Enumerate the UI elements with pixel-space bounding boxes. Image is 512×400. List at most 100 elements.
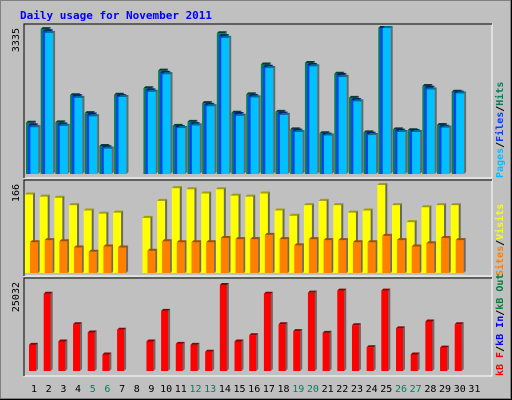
bar-kbf-day-27	[410, 352, 420, 371]
bar-kbf-day-23-side	[358, 323, 361, 371]
bar-visits-day-23-face	[347, 212, 356, 273]
bar-pages-day-27-top	[412, 129, 423, 132]
bar-sites-day-27-face	[411, 246, 420, 273]
bar-pages-day-3-side	[67, 123, 70, 174]
bar-sites-day-5	[88, 249, 99, 273]
bar-pages-day-2-face	[45, 33, 54, 174]
x-label-day-21: 21	[322, 384, 334, 395]
bar-hits-day-20-top	[304, 61, 315, 64]
panel-2-max-label: 166	[11, 184, 22, 202]
bar-kbf-day-24-face	[366, 347, 374, 371]
bar-pages-day-17-face	[265, 68, 274, 174]
bar-pages-day-7-top	[118, 94, 129, 97]
bar-pages-day-13-top	[206, 104, 217, 107]
bar-sites-day-27-side	[419, 244, 422, 273]
bar-hits-day-2-top	[40, 27, 51, 30]
bar-pages-day-15-face	[235, 115, 244, 174]
bar-visits-day-25-face	[377, 185, 386, 273]
bar-visits-day-18-face	[274, 210, 283, 273]
bar-pages-day-13-face	[206, 106, 215, 174]
bar-sites-day-18-face	[279, 239, 288, 273]
bar-visits-day-13-face	[201, 193, 210, 273]
bar-kbf-day-28-face	[425, 321, 433, 371]
bar-kbf-day-23-face	[351, 325, 359, 371]
bar-kbf-day-11-top	[175, 341, 185, 344]
bar-pages-day-22-top	[338, 74, 349, 77]
bar-sites-day-29-top	[441, 236, 452, 239]
bar-pages-day-22	[338, 74, 349, 174]
bar-sites-day-21-face	[323, 240, 332, 273]
bar-pages-day-5-face	[89, 116, 98, 174]
bar-pages-day-23-side	[361, 99, 364, 174]
bar-pages-day-11-top	[177, 126, 188, 129]
bar-visits-day-4-face	[69, 205, 78, 273]
bar-kbf-day-29-face	[440, 347, 448, 371]
bar-sites-day-15-top	[235, 237, 246, 240]
panel-hits-files-pages-edge	[23, 23, 492, 178]
bar-pages-day-7	[118, 94, 129, 174]
legend-separator: /	[495, 240, 506, 246]
bar-visits-day-13-top	[201, 191, 212, 194]
bar-kbf-day-24-top	[366, 345, 376, 348]
bar-sites-day-24-side	[375, 240, 378, 273]
bar-pages-day-7-face	[118, 96, 127, 174]
bar-kbf-day-10	[161, 308, 171, 371]
bar-visits-day-12-top	[186, 187, 197, 190]
bar-kbf-day-20-side	[314, 290, 317, 371]
bar-kbf-day-9-top	[146, 339, 156, 342]
bar-kbf-day-21	[322, 330, 332, 371]
bar-kbf-day-18-side	[285, 322, 288, 371]
bar-sites-day-10-top	[162, 239, 173, 242]
x-label-day-13: 13	[204, 384, 216, 395]
bar-pages-day-2-top	[45, 31, 56, 34]
legend-separator: /	[495, 142, 506, 148]
bar-kbf-day-6-side	[109, 352, 112, 371]
bar-visits-day-24-face	[362, 210, 371, 273]
bar-sites-day-26	[397, 238, 407, 273]
bar-pages-day-4-face	[74, 97, 83, 174]
bar-pages-day-20	[309, 64, 320, 174]
bar-kbf-day-16-top	[249, 333, 259, 336]
bar-visits-day-9-face	[142, 217, 151, 273]
bar-hits-day-28-top	[422, 84, 433, 87]
bar-sites-day-13-side	[214, 240, 217, 273]
bar-kbf-day-28	[425, 319, 435, 371]
bar-pages-day-25-side	[390, 26, 393, 174]
bar-visits-day-21-face	[318, 200, 327, 273]
bar-pages-day-15	[235, 113, 246, 174]
bar-sites-day-1	[30, 240, 40, 273]
bar-pages-day-12	[191, 123, 202, 174]
bar-visits-day-28-top	[421, 205, 432, 208]
bar-kbf-day-25-side	[388, 288, 391, 371]
panel-1-legend: Pages/Files/Hits	[494, 82, 506, 178]
bar-visits-day-2-face	[39, 196, 48, 273]
bar-kbf-day-26-top	[396, 326, 405, 329]
bar-visits-day-3-top	[54, 195, 65, 198]
bar-kbf-day-27-face	[410, 354, 418, 371]
bar-kbf-day-21-face	[322, 332, 330, 371]
bar-sites-day-29	[441, 236, 452, 273]
bar-visits-day-20-face	[303, 205, 312, 273]
bar-sites-day-20-face	[308, 239, 317, 273]
bar-pages-day-27	[412, 129, 423, 174]
bar-sites-day-19	[294, 243, 305, 273]
bar-sites-day-4	[74, 245, 85, 273]
bar-kbf-day-1	[29, 342, 38, 371]
bar-sites-day-3-top	[59, 239, 70, 242]
bar-sites-day-9-top	[147, 248, 158, 251]
legend-pages: Pages	[495, 148, 506, 178]
bar-pages-day-21-top	[324, 133, 334, 136]
bar-pages-day-3-top	[59, 123, 70, 126]
bar-sites-day-5-face	[88, 251, 97, 273]
bar-kbf-day-5-side	[94, 330, 97, 371]
bar-sites-day-9-face	[147, 250, 156, 273]
bar-pages-day-11-side	[185, 126, 188, 174]
bar-kbf-day-15-top	[234, 339, 244, 342]
bar-sites-day-12-side	[199, 240, 202, 273]
bar-pages-day-25	[382, 26, 393, 174]
bar-pages-day-3	[59, 123, 70, 174]
bar-pages-day-5	[89, 114, 100, 174]
bar-kbf-day-16	[249, 333, 259, 371]
legend-separator: /	[495, 346, 506, 352]
